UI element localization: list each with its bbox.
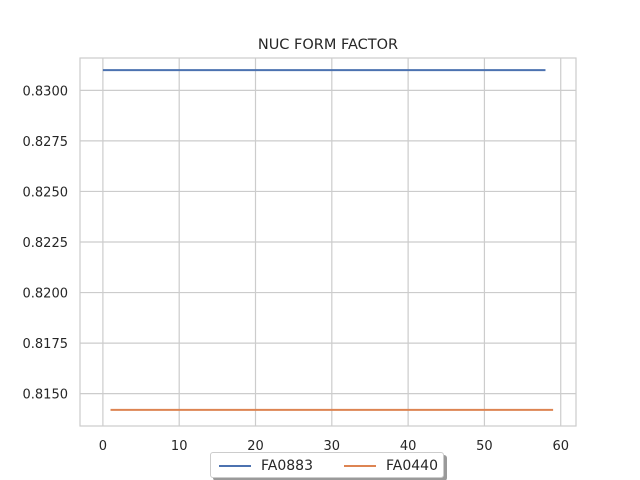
- y-tick-label-0: 0.8150: [23, 388, 69, 403]
- legend-entry-series-1: FA0883: [219, 457, 313, 475]
- legend-line-series-1: [219, 465, 251, 467]
- legend-label-series-1: FA0883: [261, 458, 313, 474]
- x-tick-label-5: 50: [476, 439, 493, 454]
- x-tick-label-1: 10: [171, 439, 188, 454]
- y-tick-label-3: 0.8225: [23, 236, 69, 251]
- chart-title: NUC FORM FACTOR: [258, 37, 398, 53]
- y-tick-labels: 0.8150 0.8175 0.8200 0.8225 0.8250 0.8275 0.83…: [23, 84, 69, 402]
- x-tick-labels: 0 10 20 30 40 50 60: [99, 439, 569, 454]
- legend-label-series-2: FA0440: [386, 458, 438, 474]
- plot-frame: [79, 57, 577, 427]
- legend: FA0883 FA0440: [210, 452, 444, 478]
- y-tick-label-5: 0.8275: [23, 135, 69, 150]
- y-tick-label-1: 0.8175: [23, 337, 69, 352]
- legend-entry-series-2: FA0440: [344, 457, 438, 475]
- series-group: [102, 69, 554, 411]
- y-tick-label-6: 0.8300: [23, 84, 69, 99]
- x-tick-label-2: 20: [247, 439, 264, 454]
- x-tick-label-3: 30: [324, 439, 341, 454]
- legend-line-series-2: [344, 465, 376, 467]
- grid: [80, 58, 576, 426]
- x-tick-label-4: 40: [400, 439, 417, 454]
- y-tick-label-4: 0.8250: [23, 185, 69, 200]
- y-tick-label-2: 0.8200: [23, 287, 69, 302]
- x-tick-label-6: 60: [552, 439, 569, 454]
- x-tick-label-0: 0: [99, 439, 107, 454]
